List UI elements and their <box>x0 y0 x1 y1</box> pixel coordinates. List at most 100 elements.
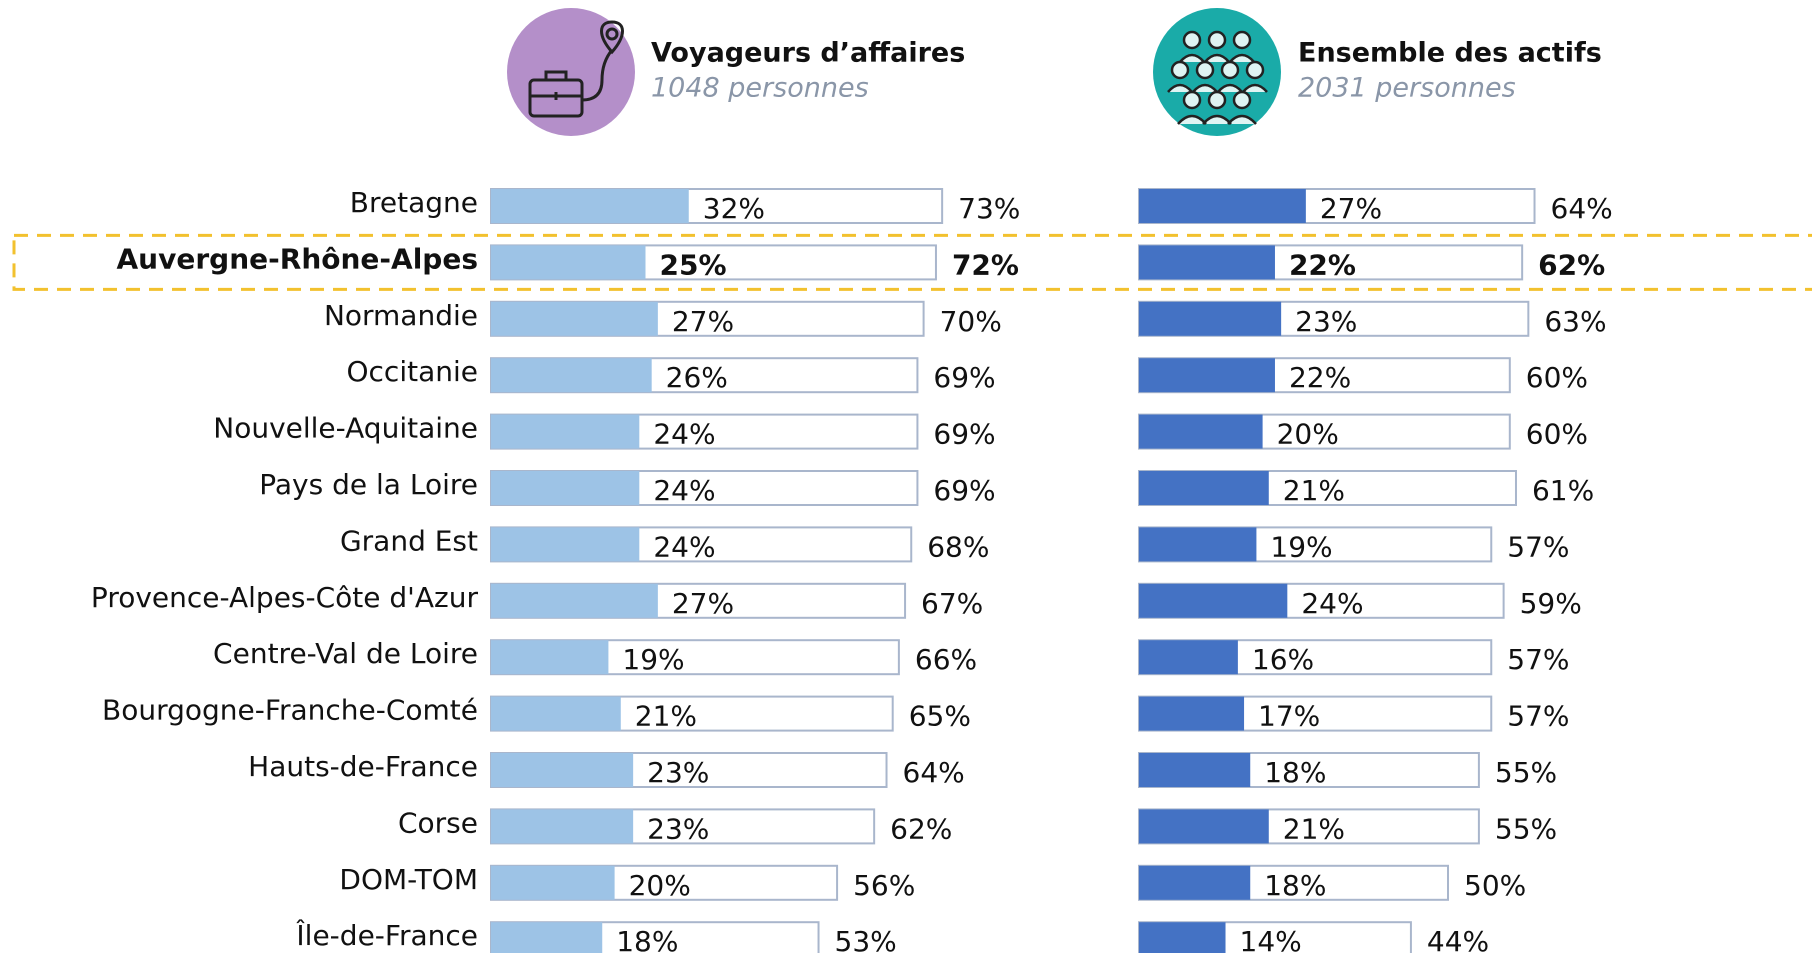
outer-value-label: 60% <box>1526 418 1588 451</box>
inner-value-label: 24% <box>653 474 715 507</box>
category-label: Normandie <box>324 299 478 332</box>
inner-bar <box>1139 245 1275 280</box>
panel-subtitle: 2031 personnes <box>1298 73 1516 104</box>
inner-bar <box>491 865 615 900</box>
outer-value-label: 62% <box>890 812 952 845</box>
category-label: Corse <box>398 806 478 839</box>
inner-bar <box>491 358 652 393</box>
outer-value-label: 72% <box>952 248 1019 281</box>
category-label: Île-de-France <box>295 918 478 952</box>
outer-value-label: 56% <box>853 869 915 902</box>
outer-value-label: 55% <box>1495 812 1557 845</box>
outer-value-label: 57% <box>1507 700 1569 733</box>
inner-value-label: 18% <box>1264 869 1326 902</box>
inner-bar <box>491 922 603 953</box>
inner-value-label: 32% <box>703 192 765 225</box>
outer-value-label: 64% <box>1551 192 1613 225</box>
inner-bar <box>1139 865 1251 900</box>
outer-value-label: 62% <box>1538 248 1605 281</box>
outer-value-label: 69% <box>933 361 995 394</box>
inner-value-label: 19% <box>1270 530 1332 563</box>
inner-bar <box>491 583 658 618</box>
outer-value-label: 69% <box>933 418 995 451</box>
outer-value-label: 65% <box>909 700 971 733</box>
category-label: DOM-TOM <box>339 863 478 896</box>
outer-value-label: 57% <box>1507 643 1569 676</box>
inner-bar <box>491 809 634 844</box>
inner-value-label: 23% <box>647 756 709 789</box>
inner-value-label: 18% <box>616 925 678 953</box>
inner-value-label: 27% <box>672 587 734 620</box>
inner-value-label: 23% <box>647 812 709 845</box>
outer-value-label: 69% <box>933 474 995 507</box>
inner-bar <box>491 753 634 787</box>
inner-value-label: 26% <box>666 361 728 394</box>
inner-bar <box>491 189 689 223</box>
category-label: Centre-Val de Loire <box>213 637 478 670</box>
inner-bar <box>1139 696 1245 731</box>
inner-value-label: 21% <box>1283 812 1345 845</box>
inner-bar <box>1139 753 1251 787</box>
inner-value-label: 27% <box>672 305 734 338</box>
inner-value-label: 17% <box>1258 700 1320 733</box>
category-label: Grand Est <box>340 524 478 557</box>
inner-bar <box>1139 527 1257 562</box>
inner-value-label: 21% <box>1283 474 1345 507</box>
inner-value-label: 22% <box>1289 361 1351 394</box>
outer-value-label: 66% <box>915 643 977 676</box>
inner-bar <box>1139 358 1275 393</box>
outer-value-label: 57% <box>1507 530 1569 563</box>
inner-bar <box>491 527 640 562</box>
outer-value-label: 63% <box>1544 305 1606 338</box>
outer-value-label: 73% <box>958 192 1020 225</box>
outer-value-label: 53% <box>835 925 897 953</box>
category-label: Nouvelle-Aquitaine <box>213 412 478 445</box>
outer-value-label: 50% <box>1464 869 1526 902</box>
inner-bar <box>1139 301 1282 336</box>
inner-value-label: 24% <box>653 418 715 451</box>
category-label: Bourgogne-Franche-Comté <box>102 694 478 727</box>
category-label: Auvergne-Rhône-Alpes <box>117 242 478 275</box>
inner-value-label: 24% <box>653 530 715 563</box>
panel-subtitle: 1048 personnes <box>651 73 869 104</box>
inner-bar <box>1139 922 1226 953</box>
category-label: Provence-Alpes-Côte d'Azur <box>91 581 479 614</box>
inner-bar <box>491 414 640 449</box>
inner-bar <box>491 640 609 675</box>
inner-bar <box>1139 640 1238 675</box>
inner-value-label: 21% <box>635 700 697 733</box>
inner-bar <box>491 696 621 731</box>
icon-business <box>507 8 635 136</box>
inner-value-label: 18% <box>1264 756 1326 789</box>
inner-bar <box>491 471 640 505</box>
inner-value-label: 22% <box>1289 248 1356 281</box>
outer-value-label: 55% <box>1495 756 1557 789</box>
inner-bar <box>491 301 658 336</box>
panel-title: Ensemble des actifs <box>1298 38 1602 69</box>
outer-value-label: 44% <box>1427 925 1489 953</box>
inner-value-label: 23% <box>1295 305 1357 338</box>
inner-value-label: 24% <box>1301 587 1363 620</box>
inner-value-label: 14% <box>1240 925 1302 953</box>
outer-value-label: 67% <box>921 587 983 620</box>
inner-value-label: 27% <box>1320 192 1382 225</box>
category-label: Bretagne <box>350 186 478 219</box>
category-label: Pays de la Loire <box>259 468 478 501</box>
inner-bar <box>1139 414 1263 449</box>
inner-bar <box>1139 471 1269 505</box>
inner-bar <box>1139 809 1269 844</box>
inner-value-label: 16% <box>1252 643 1314 676</box>
outer-value-label: 64% <box>903 756 965 789</box>
outer-value-label: 60% <box>1526 361 1588 394</box>
inner-value-label: 25% <box>660 248 727 281</box>
category-label: Hauts-de-France <box>248 750 478 783</box>
outer-value-label: 59% <box>1520 587 1582 620</box>
inner-value-label: 20% <box>629 869 691 902</box>
inner-value-label: 19% <box>622 643 684 676</box>
outer-value-label: 61% <box>1532 474 1594 507</box>
icon-people <box>1153 8 1281 136</box>
inner-bar <box>491 245 646 280</box>
panel-title: Voyageurs d’affaires <box>651 38 965 69</box>
inner-bar <box>1139 583 1288 618</box>
